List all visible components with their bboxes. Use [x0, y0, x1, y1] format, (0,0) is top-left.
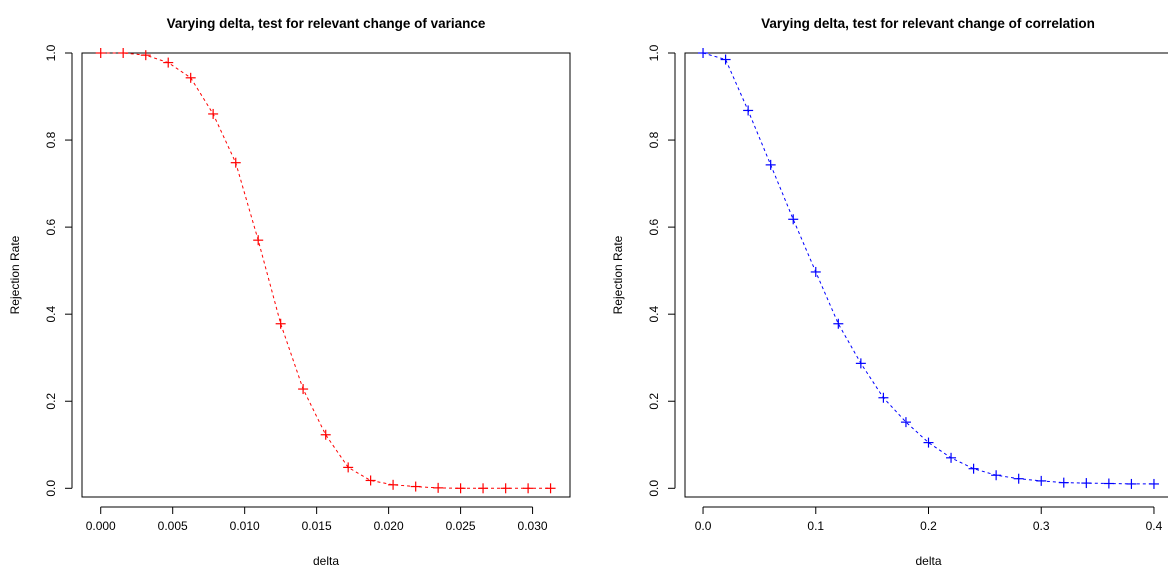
- y-tick-label: 0.8: [647, 131, 661, 148]
- y-tick-label: 1.0: [647, 44, 661, 61]
- data-point-marker: [230, 157, 241, 168]
- data-point-marker: [275, 318, 286, 329]
- y-tick-label: 0.0: [647, 480, 661, 497]
- x-tick-label: 0.005: [158, 519, 188, 533]
- data-point-marker: [720, 54, 731, 65]
- series-line: [100, 52, 551, 489]
- x-tick-label: 0.000: [86, 519, 116, 533]
- data-point-marker: [1081, 478, 1092, 489]
- x-tick-label: 0.4: [1146, 519, 1163, 533]
- data-point-marker: [765, 159, 776, 170]
- data-point-marker: [968, 463, 979, 474]
- data-point-marker: [95, 48, 106, 58]
- data-point-marker: [500, 483, 511, 494]
- y-tick-label: 0.6: [44, 218, 58, 235]
- x-tick-label: 0.2: [920, 519, 937, 533]
- data-point-marker: [698, 48, 709, 58]
- data-point-marker: [455, 483, 466, 494]
- series-line: [702, 52, 1154, 485]
- data-point-marker: [478, 483, 489, 494]
- data-point-marker: [878, 392, 889, 403]
- data-point-marker: [343, 462, 354, 473]
- chart-title: Varying delta, test for relevant change …: [167, 16, 486, 31]
- y-tick-label: 1.0: [44, 44, 58, 61]
- x-tick-label: 0.020: [374, 519, 404, 533]
- y-tick-label: 0.0: [44, 480, 58, 497]
- data-point-marker: [833, 318, 844, 329]
- data-point-marker: [298, 384, 309, 395]
- data-point-marker: [991, 470, 1002, 481]
- data-point-marker: [433, 482, 444, 493]
- data-point-marker: [365, 475, 376, 486]
- data-point-marker: [253, 235, 264, 246]
- data-point-marker: [946, 452, 957, 463]
- y-axis-label: Rejection Rate: [611, 235, 625, 314]
- chart-title: Varying delta, test for relevant change …: [761, 16, 1095, 31]
- x-tick-label: 0.025: [446, 519, 476, 533]
- plot-frame: [684, 52, 1168, 498]
- data-point-marker: [810, 266, 821, 277]
- data-point-marker: [320, 429, 331, 440]
- y-tick-label: 0.4: [44, 306, 58, 323]
- data-point-marker: [523, 483, 534, 494]
- chart-panel-2: Varying delta, test for relevant change …: [611, 16, 1168, 568]
- data-point-marker: [923, 437, 934, 448]
- data-point-marker: [855, 358, 866, 369]
- data-point-marker: [410, 481, 421, 492]
- data-point-marker: [788, 214, 799, 225]
- y-tick-label: 0.6: [647, 218, 661, 235]
- data-point-marker: [208, 108, 219, 119]
- data-point-marker: [1148, 478, 1159, 489]
- x-axis-label: delta: [915, 554, 941, 568]
- data-point-marker: [1036, 475, 1047, 486]
- data-point-marker: [900, 417, 911, 428]
- data-point-marker: [118, 48, 129, 58]
- x-axis-label: delta: [313, 554, 339, 568]
- data-point-marker: [185, 72, 196, 83]
- data-point-marker: [1126, 478, 1137, 489]
- data-point-marker: [1013, 473, 1024, 484]
- data-point-marker: [140, 50, 151, 61]
- x-tick-label: 0.1: [807, 519, 824, 533]
- data-point-marker: [1058, 477, 1069, 488]
- data-point-marker: [388, 479, 399, 490]
- y-tick-label: 0.8: [44, 131, 58, 148]
- plot-frame: [81, 52, 571, 498]
- data-point-marker: [545, 483, 556, 494]
- x-tick-label: 0.030: [518, 519, 548, 533]
- data-point-marker: [743, 105, 754, 116]
- x-tick-label: 0.0: [695, 519, 712, 533]
- data-point-marker: [163, 57, 174, 68]
- data-point-marker: [1103, 478, 1114, 489]
- y-tick-label: 0.4: [647, 306, 661, 323]
- chart-panel-1: Varying delta, test for relevant change …: [8, 16, 571, 568]
- y-axis-label: Rejection Rate: [8, 235, 22, 314]
- y-tick-label: 0.2: [647, 393, 661, 410]
- x-tick-label: 0.010: [230, 519, 260, 533]
- y-tick-label: 0.2: [44, 393, 58, 410]
- x-tick-label: 0.3: [1033, 519, 1050, 533]
- x-tick-label: 0.015: [302, 519, 332, 533]
